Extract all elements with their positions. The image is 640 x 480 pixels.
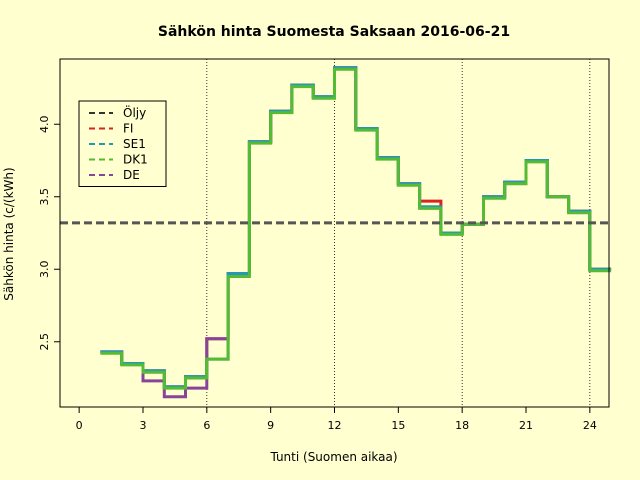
legend-label-dk1: DK1 [123, 153, 148, 167]
y-axis-label: Sähkön hinta (c/(kWh) [2, 167, 16, 300]
y-tick-label-4.0: 4.0 [38, 116, 51, 134]
x-tick-label-3: 3 [139, 419, 146, 432]
x-axis-label: Tunti (Suomen aikaa) [269, 450, 397, 464]
y-tick-label-3.5: 3.5 [38, 188, 51, 206]
legend-label-fi: FI [123, 122, 133, 136]
x-tick-label-18: 18 [455, 419, 469, 432]
x-tick-label-9: 9 [267, 419, 274, 432]
legend-label-de: DE [123, 168, 140, 182]
chart-title: Sähkön hinta Suomesta Saksaan 2016-06-21 [158, 24, 510, 40]
x-tick-label-15: 15 [391, 419, 405, 432]
plot-area: 0 3 6 9 12 15 18 21 24 2.5 3.0 3.5 4.0 [38, 58, 612, 432]
y-tick-label-2.5: 2.5 [38, 333, 51, 351]
x-tick-label-0: 0 [76, 419, 83, 432]
y-tick-label-3.0: 3.0 [38, 261, 51, 279]
x-tick-label-24: 24 [583, 419, 597, 432]
legend-label-se1: SE1 [123, 137, 146, 151]
series-line-dk1 [100, 67, 612, 390]
x-tick-label-21: 21 [519, 419, 533, 432]
x-tick-label-6: 6 [203, 419, 210, 432]
x-tick-label-12: 12 [328, 419, 342, 432]
legend-label-öljy: Öljy [123, 104, 146, 120]
